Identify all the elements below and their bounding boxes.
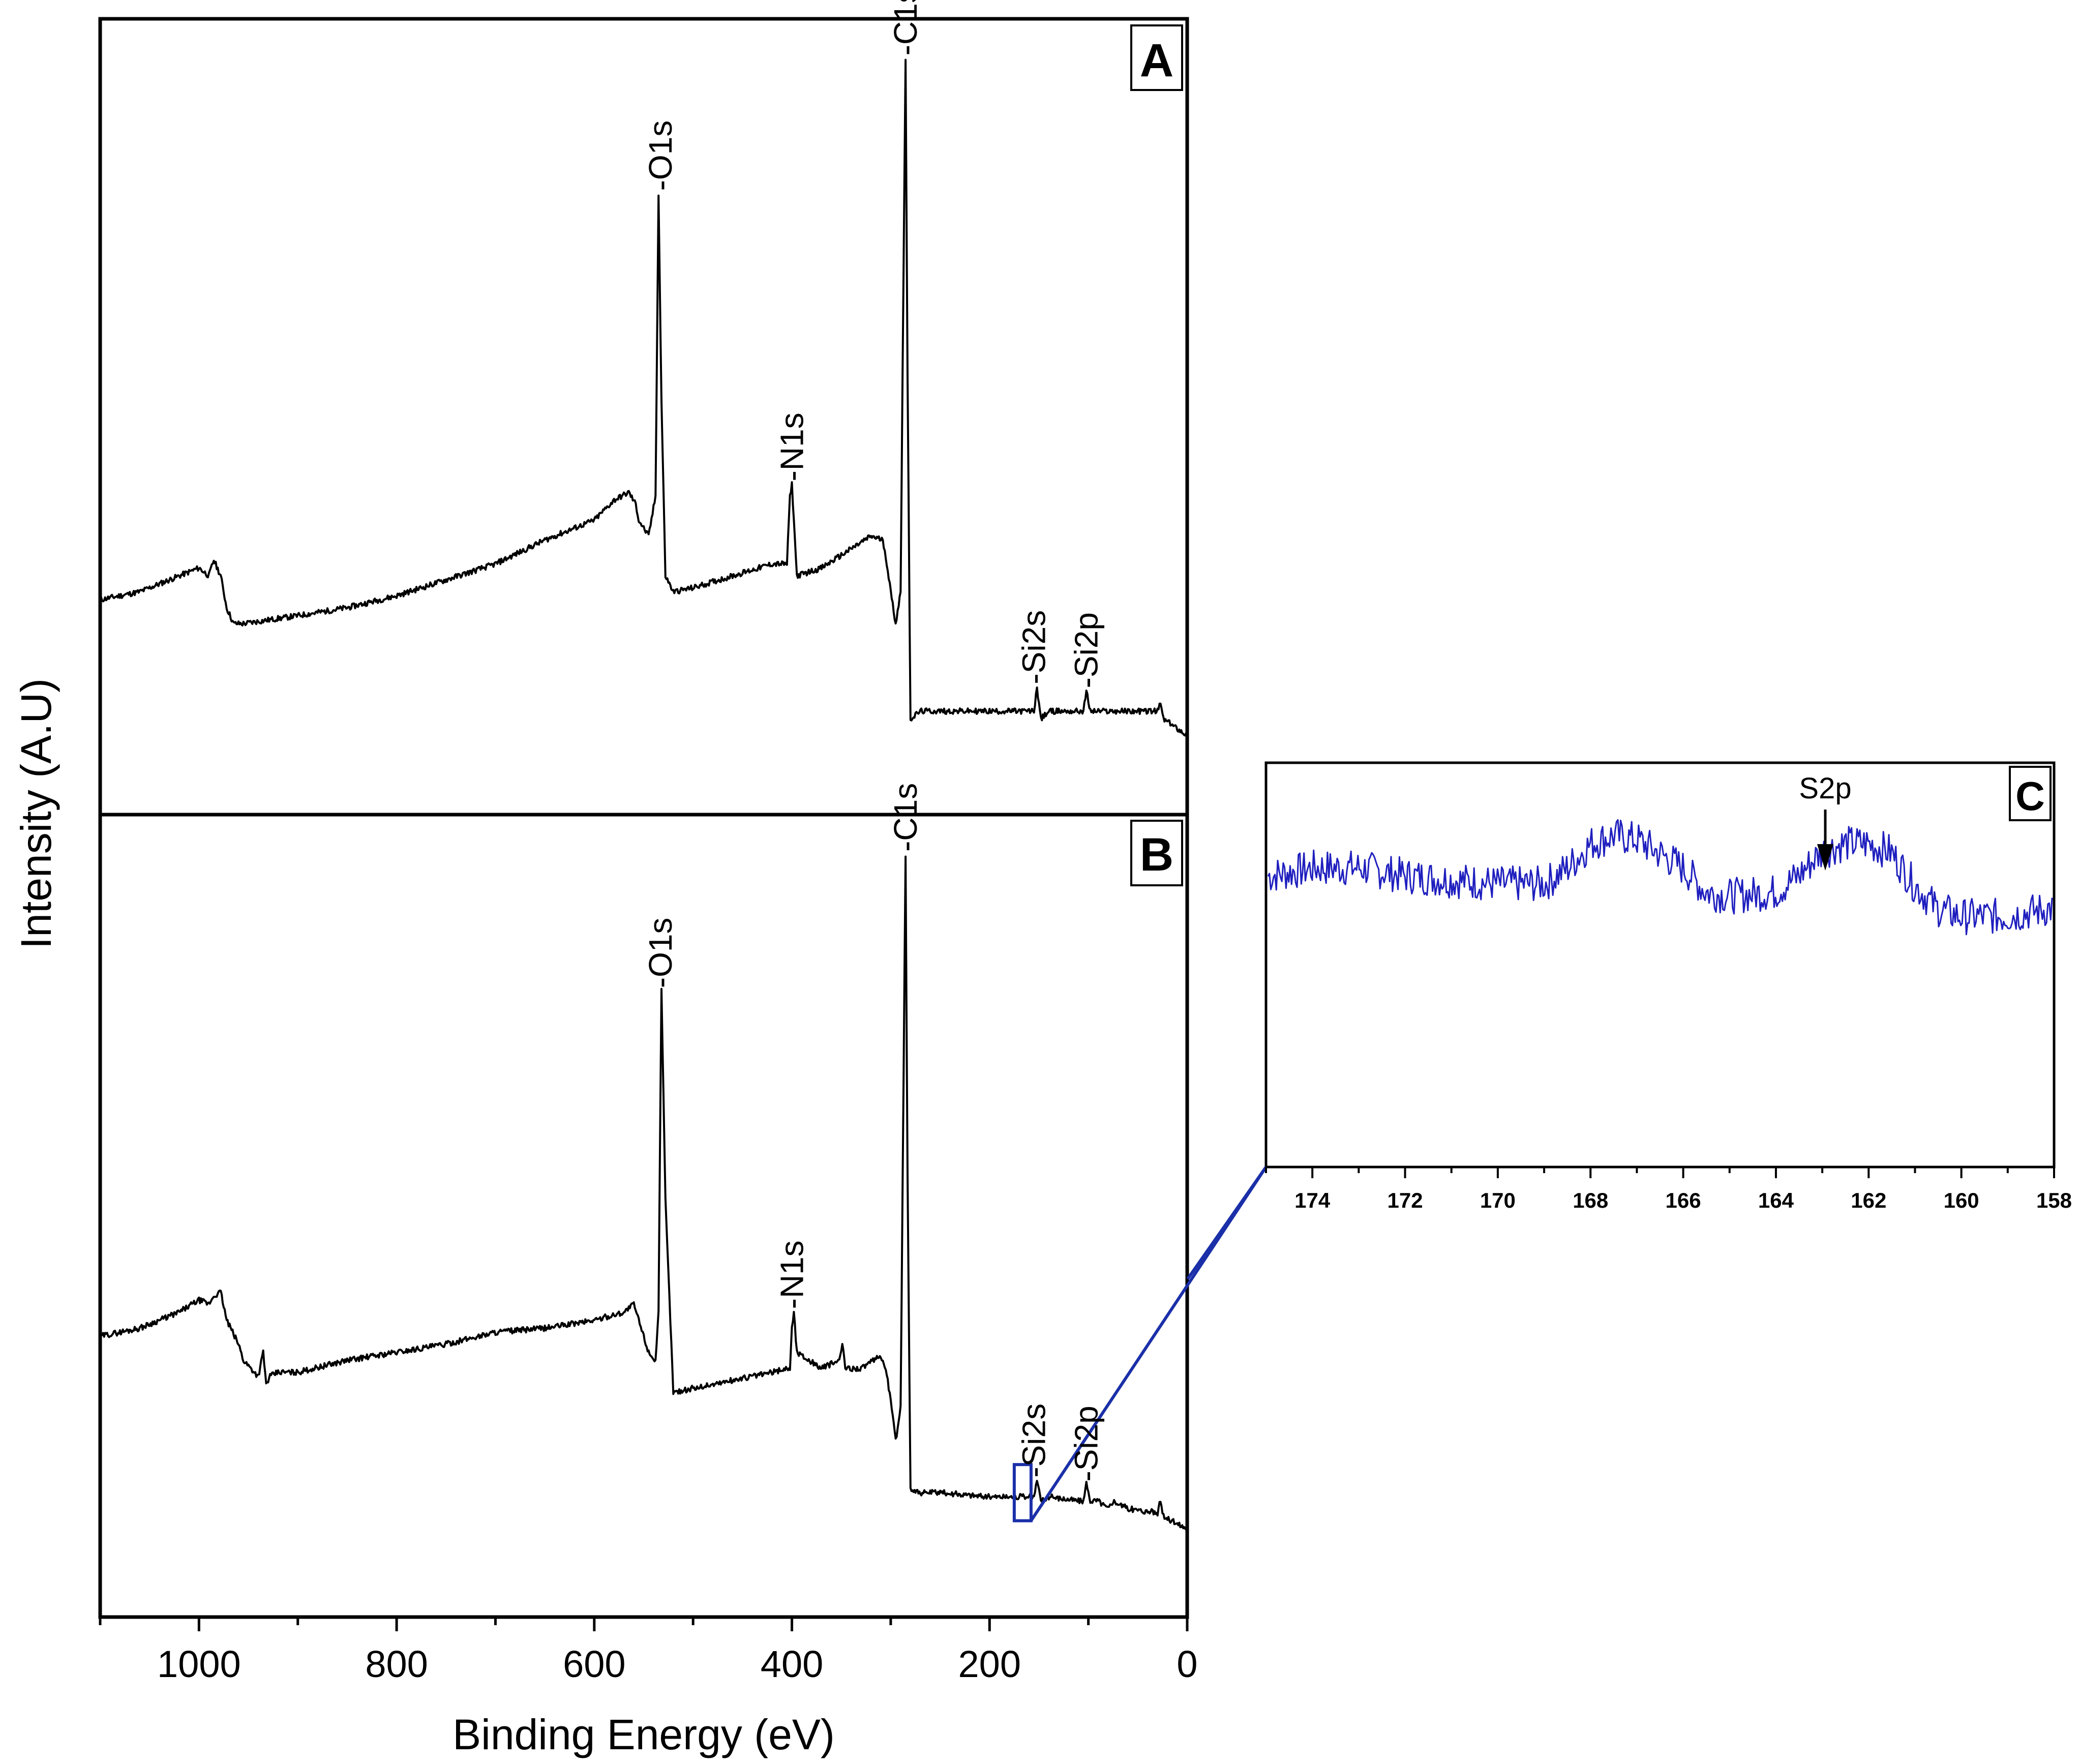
peak-label-b-o1s: -O1s <box>642 917 679 988</box>
c-x-tick-label: 162 <box>1851 1188 1886 1212</box>
series-survey-a <box>99 58 1188 737</box>
panel-c-label: C <box>2015 773 2045 819</box>
x-tick-label: 0 <box>1177 1643 1197 1685</box>
zoom-region-box <box>1012 1463 1033 1522</box>
series-s2p-detail <box>1267 819 2053 936</box>
x-tick-label: 200 <box>958 1643 1021 1685</box>
peak-label-b-n1s: -N1s <box>774 1240 810 1309</box>
panel-c-x-axis-ticks: 174 172 170 168 166 164 162 160 158 <box>1265 1167 2072 1212</box>
y-axis-title: Intensity (A.U) <box>12 678 60 949</box>
zoom-connector-bottom <box>1186 1166 1268 1280</box>
x-tick-label: 600 <box>563 1643 625 1685</box>
c-x-tick-label: 168 <box>1573 1188 1608 1212</box>
c-x-tick-label: 158 <box>2036 1188 2072 1212</box>
peak-label-b-c1s: -C1s <box>887 783 924 852</box>
peak-label-a-c1s: -C1s <box>887 0 924 55</box>
c-x-tick-label: 172 <box>1387 1188 1423 1212</box>
peak-label-c-s2p: S2p <box>1799 772 1851 805</box>
panel-b-frame <box>98 813 1189 1619</box>
x-tick-label: 1000 <box>157 1643 241 1685</box>
panel-a-label: A <box>1140 35 1173 86</box>
panel-c-label-box <box>2009 766 2052 821</box>
c-x-tick-label: 160 <box>1944 1188 1979 1212</box>
x-tick-label: 800 <box>365 1643 428 1685</box>
panel-c-frame <box>1264 761 2056 1169</box>
c-x-tick-label: 164 <box>1758 1188 1794 1212</box>
peak-label-a-o1s: -O1s <box>642 121 679 191</box>
zoom-connector-top <box>1030 1166 1268 1522</box>
peak-label-a-si2s: -Si2s <box>1016 610 1052 684</box>
c-x-tick-label: 170 <box>1480 1188 1516 1212</box>
panel-b-label: B <box>1140 829 1173 881</box>
c-x-tick-label: 174 <box>1294 1188 1331 1212</box>
x-axis-ticks: 1000 800 600 400 200 0 <box>99 1617 1198 1685</box>
c-x-tick-label: 166 <box>1666 1188 1701 1212</box>
x-tick-label: 400 <box>761 1643 823 1685</box>
panel-a-label-box <box>1130 24 1183 91</box>
peak-label-a-si2p: -Si2p <box>1068 612 1105 688</box>
s2p-arrow-head <box>1817 844 1833 871</box>
series-survey-b <box>99 855 1188 1531</box>
x-axis-title: Binding Energy (eV) <box>453 1711 835 1758</box>
peak-label-b-si2p: -Si2p <box>1068 1406 1105 1481</box>
panel-b-label-box <box>1130 820 1183 886</box>
peak-label-b-si2s: -Si2s <box>1016 1403 1052 1478</box>
peak-label-a-n1s: -N1s <box>774 412 810 481</box>
